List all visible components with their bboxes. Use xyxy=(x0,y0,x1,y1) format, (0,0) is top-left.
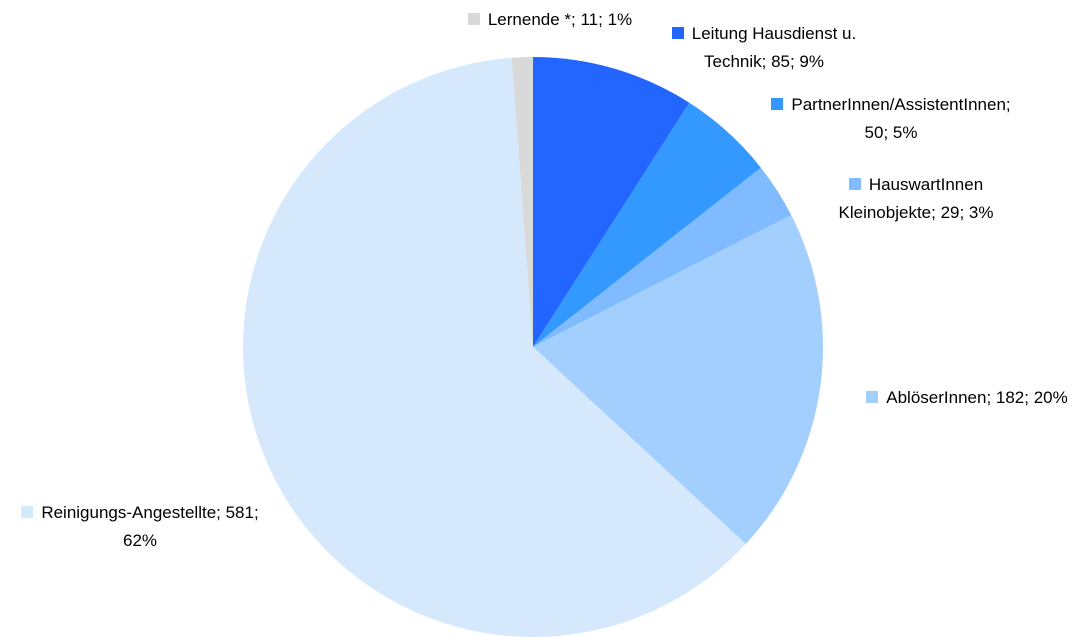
label-text: HauswartInnen Kleinobjekte; 29; 3% xyxy=(838,175,994,222)
legend-swatch xyxy=(866,391,879,403)
label-text: AblöserInnen; 182; 20% xyxy=(886,388,1068,407)
pie-slice xyxy=(533,167,792,347)
data-label: Lernende *; 11; 1% xyxy=(450,6,650,34)
legend-swatch xyxy=(21,506,34,518)
legend-swatch xyxy=(771,98,784,110)
pie-slice xyxy=(533,215,823,545)
pie-slice xyxy=(533,57,690,347)
legend-swatch xyxy=(671,27,684,39)
data-label: Leitung Hausdienst u. Technik; 85; 9% xyxy=(648,20,880,76)
legend-swatch xyxy=(467,13,480,25)
label-text: Lernende *; 11; 1% xyxy=(487,10,633,29)
data-label: PartnerInnen/AssistentInnen; 50; 5% xyxy=(760,91,1022,147)
pie-slice xyxy=(511,57,533,347)
pie-slice xyxy=(243,57,746,637)
data-label: HauswartInnen Kleinobjekte; 29; 3% xyxy=(800,171,1032,227)
label-text: Leitung Hausdienst u. Technik; 85; 9% xyxy=(691,24,857,71)
pie-slice xyxy=(533,102,761,347)
label-text: PartnerInnen/AssistentInnen; 50; 5% xyxy=(791,95,1011,142)
label-text: Reinigungs-Angestellte; 581; 62% xyxy=(41,503,259,550)
data-label: AblöserInnen; 182; 20% xyxy=(848,384,1086,412)
data-label: Reinigungs-Angestellte; 581; 62% xyxy=(6,499,274,555)
legend-swatch xyxy=(848,178,861,190)
